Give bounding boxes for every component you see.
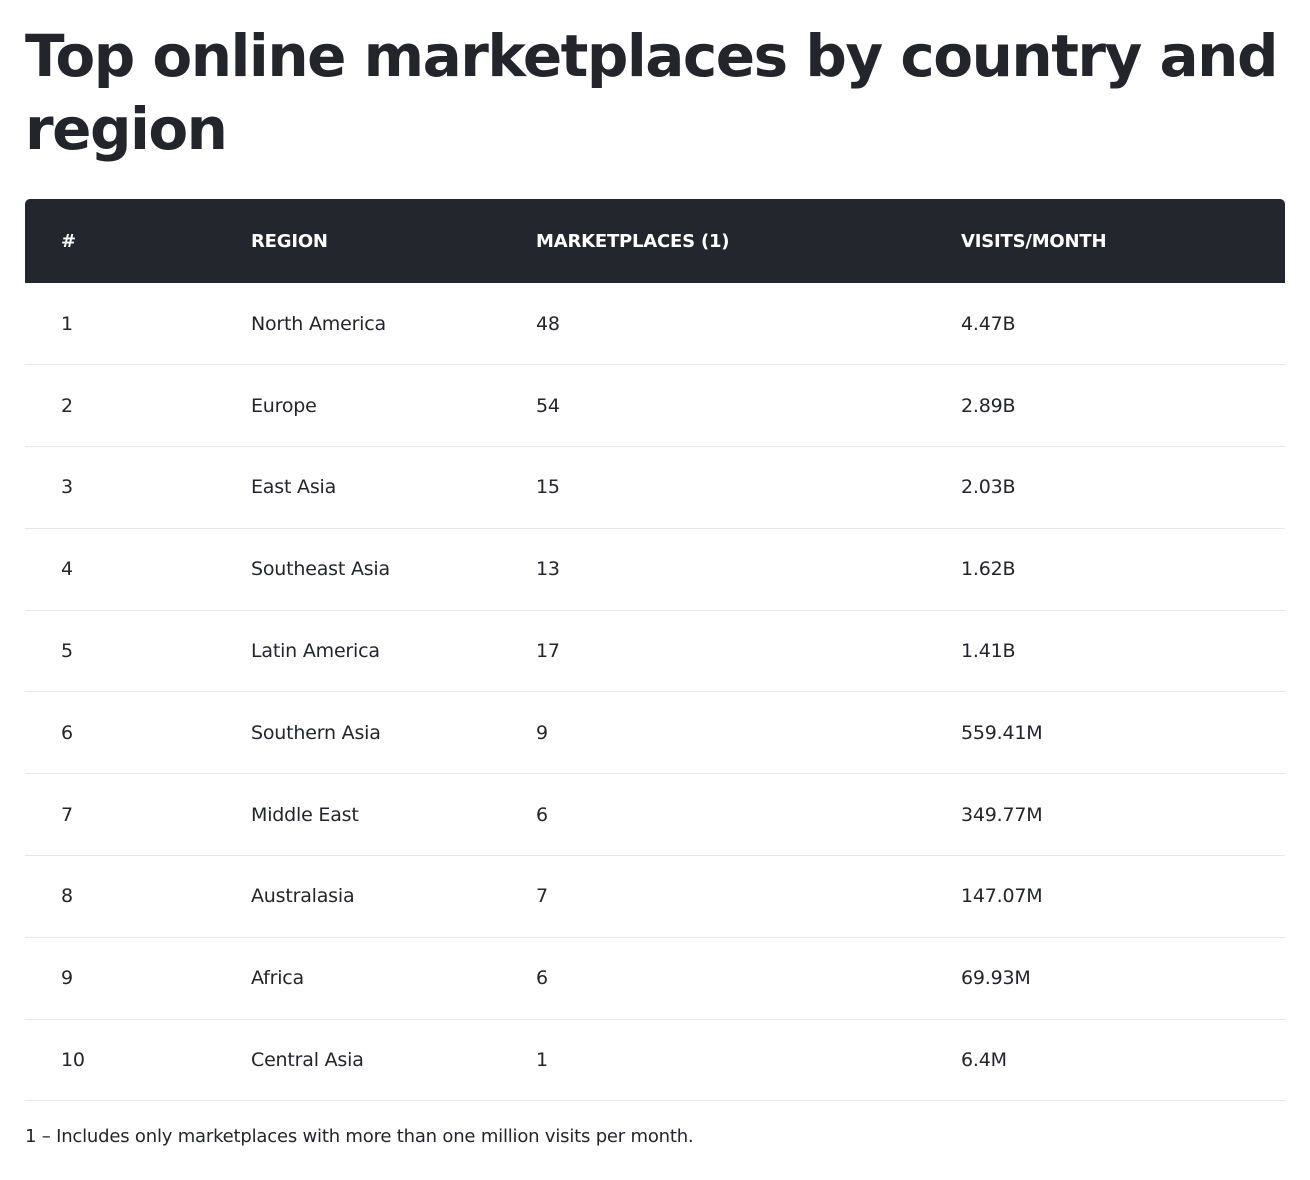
marketplaces-cell: 6 — [536, 803, 548, 826]
marketplaces-table-container: # REGION MARKETPLACES (1) VISITS/MONTH 1… — [25, 199, 1285, 1101]
rank-cell: 6 — [61, 721, 73, 744]
rank-cell: 3 — [61, 476, 73, 499]
rank-cell: 4 — [61, 558, 73, 581]
table-row: 10 Central Asia 1 6.4M — [25, 1019, 1285, 1101]
rank-cell: 2 — [61, 394, 73, 417]
region-cell: Southeast Asia — [251, 558, 390, 581]
table-row: 2 Europe 54 2.89B — [25, 365, 1285, 447]
table-body: 1 North America 48 4.47B 2 Europe 54 2.89B 3 East… — [25, 283, 1285, 1101]
header-marketplaces: MARKETPLACES (1) — [536, 230, 730, 252]
marketplaces-cell: 1 — [536, 1049, 548, 1072]
visits-cell: 147.07M — [961, 885, 1043, 908]
region-cell: East Asia — [251, 476, 337, 499]
region-cell: Central Asia — [251, 1049, 364, 1072]
region-cell: Europe — [251, 394, 317, 417]
visits-cell: 559.41M — [961, 721, 1043, 744]
marketplaces-cell: 7 — [536, 885, 548, 908]
footnote: 1 – Includes only marketplaces with more… — [25, 1126, 694, 1147]
marketplaces-table: # REGION MARKETPLACES (1) VISITS/MONTH 1… — [25, 199, 1285, 1101]
table-row: 9 Africa 6 69.93M — [25, 937, 1285, 1020]
region-cell: Africa — [251, 967, 304, 990]
table-row: 3 East Asia 15 2.03B — [25, 447, 1285, 529]
header-rank: # — [61, 230, 76, 252]
header-row: # REGION MARKETPLACES (1) VISITS/MONTH — [25, 199, 1285, 283]
rank-cell: 7 — [61, 803, 73, 826]
visits-cell: 69.93M — [961, 967, 1031, 990]
rank-cell: 1 — [61, 312, 73, 335]
table-row: 6 Southern Asia 9 559.41M — [25, 692, 1285, 774]
visits-cell: 2.03B — [961, 476, 1016, 499]
region-cell: Southern Asia — [251, 721, 381, 744]
table-row: 8 Australasia 7 147.07M — [25, 856, 1285, 938]
marketplaces-cell: 9 — [536, 721, 548, 744]
rank-cell: 5 — [61, 640, 73, 663]
rank-cell: 10 — [61, 1049, 85, 1072]
visits-cell: 349.77M — [961, 803, 1043, 826]
visits-cell: 4.47B — [961, 312, 1016, 335]
table-header: # REGION MARKETPLACES (1) VISITS/MONTH — [25, 199, 1285, 283]
marketplaces-cell: 48 — [536, 312, 560, 335]
region-cell: Australasia — [251, 885, 355, 908]
visits-cell: 1.41B — [961, 640, 1016, 663]
marketplaces-cell: 13 — [536, 558, 560, 581]
marketplaces-cell: 17 — [536, 640, 560, 663]
rank-cell: 9 — [61, 967, 73, 990]
visits-cell: 2.89B — [961, 394, 1016, 417]
visits-cell: 6.4M — [961, 1049, 1007, 1072]
marketplaces-cell: 6 — [536, 967, 548, 990]
visits-cell: 1.62B — [961, 558, 1016, 581]
header-region: REGION — [251, 230, 328, 252]
rank-cell: 8 — [61, 885, 73, 908]
table-row: 5 Latin America 17 1.41B — [25, 610, 1285, 692]
table-row: 1 North America 48 4.47B — [25, 283, 1285, 365]
marketplaces-cell: 15 — [536, 476, 560, 499]
region-cell: Middle East — [251, 803, 359, 826]
header-visits-month: VISITS/MONTH — [961, 230, 1107, 252]
page-title: Top online marketplaces by country and r… — [25, 22, 1278, 163]
marketplaces-cell: 54 — [536, 394, 560, 417]
region-cell: North America — [251, 312, 386, 335]
table-row: 7 Middle East 6 349.77M — [25, 774, 1285, 856]
region-cell: Latin America — [251, 640, 380, 663]
table-row: 4 Southeast Asia 13 1.62B — [25, 528, 1285, 611]
